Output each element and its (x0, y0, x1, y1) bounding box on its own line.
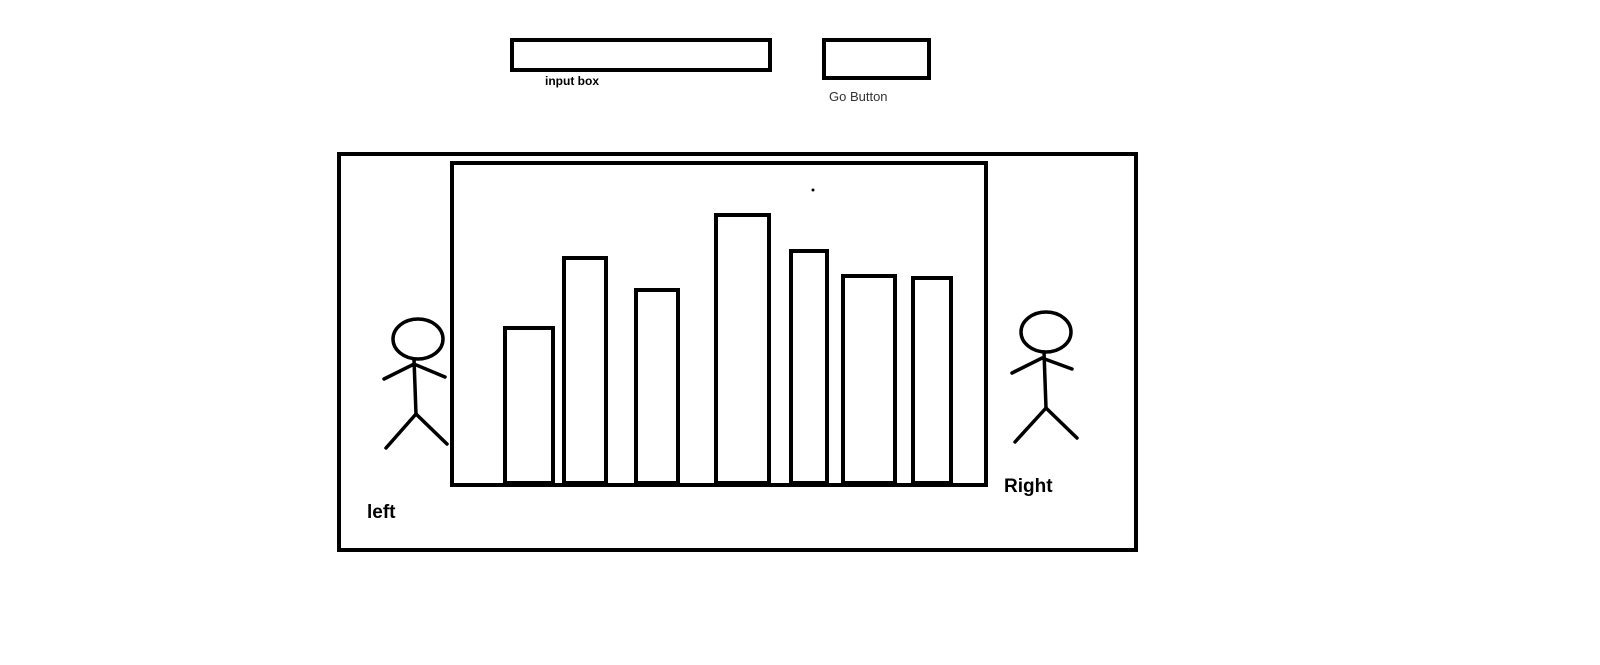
chart-bar-2 (562, 256, 608, 485)
input-box[interactable] (510, 38, 772, 72)
chart-bar-3 (634, 288, 680, 485)
chart-bars (503, 213, 953, 485)
chart-bar-5 (789, 249, 829, 485)
stray-dot (811, 188, 815, 192)
go-button-caption: Go Button (829, 89, 888, 104)
chart-bar-4 (714, 213, 771, 485)
input-box-caption: input box (545, 74, 599, 88)
chart-bar-7 (911, 276, 953, 485)
go-button[interactable] (822, 38, 931, 80)
stick-figure-right-icon (1010, 310, 1079, 444)
right-label: Right (1004, 476, 1053, 497)
left-label: left (367, 502, 396, 523)
stick-figure-left-icon (382, 317, 449, 450)
chart-bar-6 (841, 274, 897, 485)
chart-bar-1 (503, 326, 555, 485)
